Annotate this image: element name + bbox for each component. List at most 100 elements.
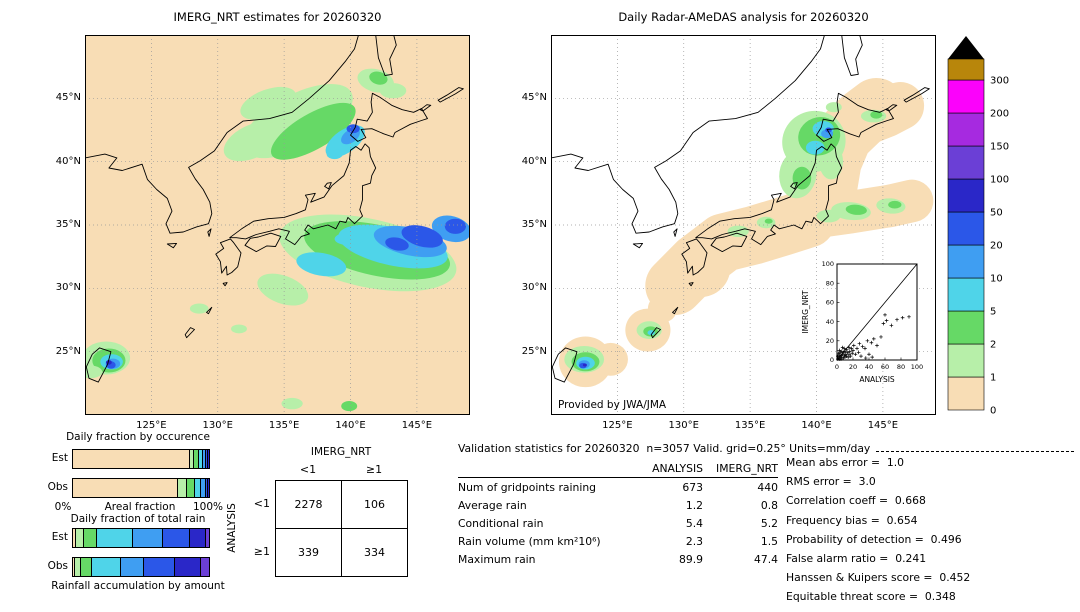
scatter-point bbox=[845, 350, 850, 355]
radar-map-credit: Provided by JWA/JMA bbox=[558, 399, 667, 411]
bar-segment bbox=[73, 529, 76, 547]
stats-table-row: Rain volume (mm km²10⁶) 2.3 1.5 bbox=[458, 532, 778, 550]
coastline bbox=[632, 242, 644, 249]
rain-cell bbox=[326, 149, 343, 160]
scatter-point bbox=[870, 355, 874, 359]
scatter-point bbox=[837, 348, 842, 353]
inset-y-tick: 60 bbox=[826, 299, 834, 307]
coastline bbox=[85, 347, 112, 383]
stats-table-cell: 0.8 bbox=[760, 498, 778, 512]
bar-segment bbox=[178, 479, 187, 497]
inset-y-tick: 100 bbox=[822, 260, 834, 268]
colorbar-segment bbox=[947, 178, 985, 213]
rain-cell bbox=[270, 102, 356, 160]
inset-xlabel: ANALYSIS bbox=[859, 375, 895, 384]
bar-segment bbox=[92, 558, 121, 576]
rain-cell bbox=[582, 363, 587, 367]
colorbar-segment bbox=[947, 79, 985, 114]
scatter-point bbox=[844, 352, 848, 357]
total-rain-bar-obs bbox=[72, 557, 210, 577]
coastline bbox=[324, 182, 332, 190]
stats-col-analysis: ANALYSIS bbox=[643, 459, 703, 478]
lon-tick-label: 140°E bbox=[335, 420, 366, 431]
lat-tick-label: 40°N bbox=[521, 155, 547, 167]
inset-scatter-plot: 00 20 20 40 40 60 60 80 80 100 100 ANALYSIS IMERG_NR… bbox=[801, 260, 923, 384]
scatter-point bbox=[900, 315, 905, 320]
rain-cell bbox=[805, 140, 825, 155]
scatter-point bbox=[889, 323, 894, 328]
metric-line: Probability of detection = 0.496 bbox=[786, 532, 962, 546]
rain-cell bbox=[444, 218, 467, 234]
scatter-point bbox=[884, 318, 889, 323]
bar-segment bbox=[120, 558, 144, 576]
bar-segment bbox=[189, 450, 195, 468]
scatter-point bbox=[857, 341, 862, 346]
stats-table-cell: 89.9 bbox=[678, 552, 703, 566]
coastline bbox=[695, 143, 843, 246]
bar-segment bbox=[194, 479, 202, 497]
lon-tick-label: 135°E bbox=[734, 420, 766, 431]
coastline bbox=[688, 282, 694, 287]
coastline bbox=[206, 306, 213, 315]
inset-y-tick: 20 bbox=[826, 337, 834, 345]
colorbar-tick-label: 5 bbox=[990, 307, 996, 318]
occurrence-title: Daily fraction by occurence bbox=[66, 431, 210, 443]
rain-cell bbox=[281, 397, 303, 410]
stats-table-cell: Maximum rain bbox=[458, 552, 536, 566]
rain-cell bbox=[85, 365, 103, 379]
colorbar-segment bbox=[947, 343, 985, 378]
lat-tick-label: 40°N bbox=[55, 155, 81, 167]
scatter-point bbox=[875, 343, 879, 348]
coastline bbox=[244, 232, 282, 253]
colorbar-segment bbox=[947, 244, 985, 279]
contingency-col-label-lt1: <1 bbox=[299, 463, 317, 476]
bar-segment bbox=[200, 558, 209, 576]
scatter-point bbox=[839, 357, 843, 361]
coastline bbox=[85, 35, 359, 234]
colorbar-tick-label: 0 bbox=[990, 406, 996, 417]
rain-cell bbox=[825, 127, 832, 133]
rain-cell bbox=[369, 71, 388, 85]
colorbar-segment bbox=[947, 277, 985, 312]
stats-table-cell: 673 bbox=[682, 480, 703, 494]
scatter-point bbox=[883, 313, 887, 317]
bar-segment bbox=[207, 450, 209, 468]
rain-cell bbox=[870, 111, 883, 119]
scatter-point bbox=[851, 348, 855, 353]
imerg-map-canvas bbox=[85, 35, 470, 415]
colorbar-segment bbox=[947, 211, 985, 246]
bar-segment bbox=[75, 558, 82, 576]
bar-segment bbox=[206, 529, 209, 547]
stats-table-cell: 1.2 bbox=[685, 498, 703, 512]
scatter-point bbox=[879, 335, 883, 339]
stats-table-cell: 1.5 bbox=[760, 534, 778, 548]
coastline bbox=[710, 232, 748, 253]
bar-segment bbox=[205, 450, 208, 468]
stats-table: ANALYSIS IMERG_NRT Num of gridpoints rai… bbox=[458, 459, 778, 568]
occurrence-bar-obs bbox=[72, 478, 210, 498]
stats-title-rule bbox=[876, 451, 1074, 452]
scatter-point bbox=[852, 343, 856, 348]
rain-cell bbox=[341, 401, 358, 412]
total-rain-bar-est bbox=[72, 528, 210, 548]
rain-cell bbox=[845, 204, 867, 215]
contingency-row-label-ge1: ≥1 bbox=[253, 545, 270, 558]
inset-y-tick: 80 bbox=[826, 279, 834, 287]
scatter-point bbox=[844, 347, 849, 352]
areal-axis-label: Areal fraction bbox=[104, 501, 176, 513]
lat-tick-label: 25°N bbox=[55, 345, 81, 357]
stats-table-cell: Conditional rain bbox=[458, 516, 544, 530]
areal-axis-min: 0% bbox=[54, 501, 72, 513]
rain-cell bbox=[296, 252, 347, 277]
stats-table-row: Num of gridpoints raining 673 440 bbox=[458, 478, 778, 497]
stats-table-cell: 5.4 bbox=[685, 516, 703, 530]
contingency-cell-11: 334 bbox=[342, 529, 408, 577]
inset-x-tick: 40 bbox=[865, 363, 873, 371]
scatter-point bbox=[863, 346, 867, 351]
coastline bbox=[672, 306, 679, 315]
scatter-point bbox=[895, 317, 899, 322]
metric-line: Hanssen & Kuipers score = 0.452 bbox=[786, 571, 971, 585]
bar-segment bbox=[73, 479, 179, 497]
coastline bbox=[650, 327, 661, 339]
lon-tick-label: 125°E bbox=[602, 420, 633, 431]
